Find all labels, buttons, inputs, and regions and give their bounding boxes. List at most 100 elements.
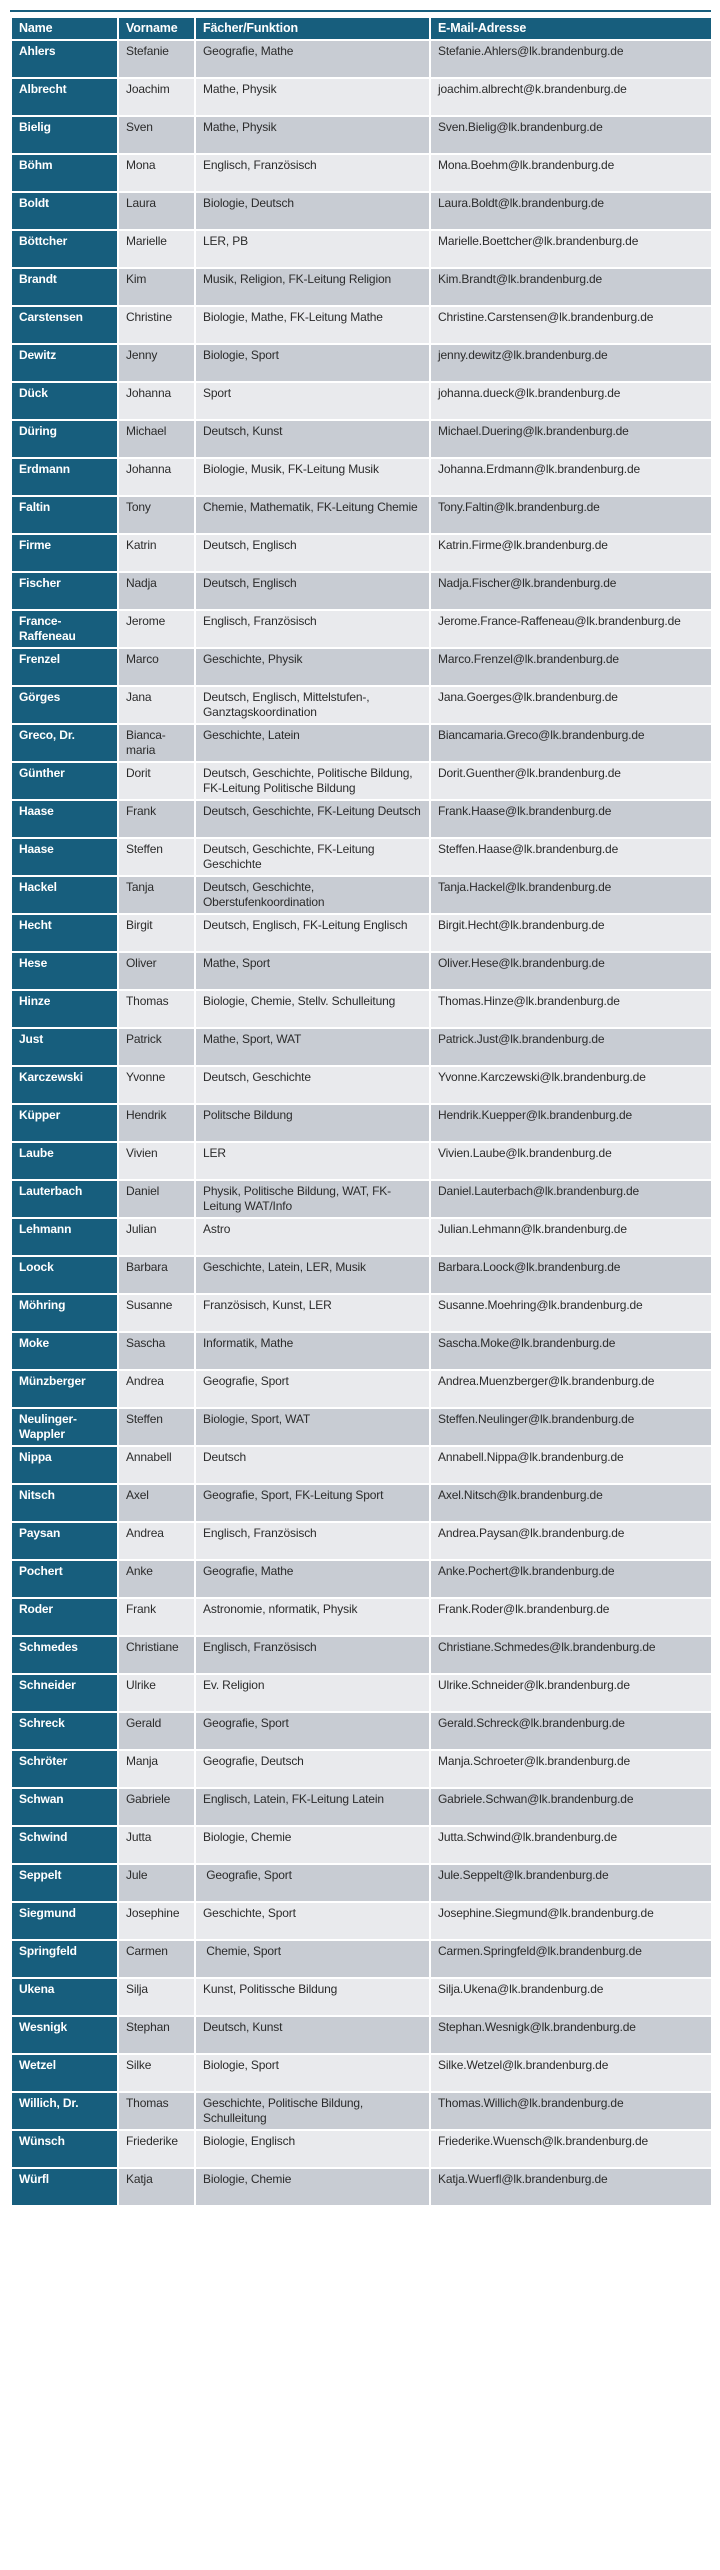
name-cell: Willich, Dr. — [10, 2091, 119, 2132]
subjects-function-cell: Deutsch, Geschichte, FK-Leitung Geschich… — [194, 837, 431, 878]
email-cell: Katja.Wuerfl@lk.brandenburg.de — [429, 2167, 713, 2208]
subjects-function-cell: Deutsch, Geschichte, Politische Bildung,… — [194, 761, 431, 802]
vorname-cell: Sven — [117, 115, 196, 156]
table-row: Wünsch Friederike Biologie, Englisch Friede… — [10, 2129, 713, 2170]
subjects-function-cell: Geografie, Mathe — [194, 1559, 431, 1600]
name-cell: Nitsch — [10, 1483, 119, 1524]
table-row: Haase Frank Deutsch, Geschichte, FK-Leitun… — [10, 799, 713, 840]
email-cell: Yvonne.Karczewski@lk.brandenburg.de — [429, 1065, 713, 1106]
vorname-cell: Jenny — [117, 343, 196, 384]
name-cell: Schneider — [10, 1673, 119, 1714]
vorname-cell: Vivien — [117, 1141, 196, 1182]
table-row: France-Raffeneau Jerome Englisch, Französi… — [10, 609, 713, 650]
table-row: Willich, Dr. Thomas Geschichte, Politische… — [10, 2091, 713, 2132]
table-row: Würfl Katja Biologie, Chemie Katja.Wuerfl@l… — [10, 2167, 713, 2208]
subjects-function-cell: Biologie, Chemie, Stellv. Schulleitung — [194, 989, 431, 1030]
subjects-function-cell: Deutsch, Englisch, FK-Leitung Englisch — [194, 913, 431, 954]
table-row: Günther Dorit Deutsch, Geschichte, Politis… — [10, 761, 713, 802]
name-cell: Faltin — [10, 495, 119, 536]
table-row: Ukena Silja Kunst, Politissche Bildung Silj… — [10, 1977, 713, 2018]
email-cell: Julian.Lehmann@lk.brandenburg.de — [429, 1217, 713, 1258]
subjects-function-cell: Deutsch, Englisch, Mittelstufen-, Ganzta… — [194, 685, 431, 726]
email-cell: Michael.Duering@lk.brandenburg.de — [429, 419, 713, 460]
email-cell: Andrea.Muenzberger@lk.brandenburg.de — [429, 1369, 713, 1410]
email-cell: Susanne.Moehring@lk.brandenburg.de — [429, 1293, 713, 1334]
name-cell: Haase — [10, 837, 119, 878]
subjects-function-cell: Französisch, Kunst, LER — [194, 1293, 431, 1334]
email-cell: Frank.Roder@lk.brandenburg.de — [429, 1597, 713, 1638]
table-row: Haase Steffen Deutsch, Geschichte, FK-Leit… — [10, 837, 713, 878]
subjects-function-cell: Astro — [194, 1217, 431, 1258]
vorname-cell: Joachim — [117, 77, 196, 118]
name-cell: Ukena — [10, 1977, 119, 2018]
email-cell: Patrick.Just@lk.brandenburg.de — [429, 1027, 713, 1068]
vorname-cell: Jana — [117, 685, 196, 726]
subjects-function-cell: Politsche Bildung — [194, 1103, 431, 1144]
email-cell: johanna.dueck@lk.brandenburg.de — [429, 381, 713, 422]
email-cell: Anke.Pochert@lk.brandenburg.de — [429, 1559, 713, 1600]
vorname-cell: Frank — [117, 1597, 196, 1638]
vorname-cell: Dorit — [117, 761, 196, 802]
email-cell: Tony.Faltin@lk.brandenburg.de — [429, 495, 713, 536]
vorname-cell: Katja — [117, 2167, 196, 2208]
subjects-function-cell: Geschichte, Latein, LER, Musik — [194, 1255, 431, 1296]
email-cell: joachim.albrecht@k.brandenburg.de — [429, 77, 713, 118]
email-cell: Gerald.Schreck@lk.brandenburg.de — [429, 1711, 713, 1752]
table-row: Hecht Birgit Deutsch, Englisch, FK-Leitung… — [10, 913, 713, 954]
subjects-function-cell: Ev. Religion — [194, 1673, 431, 1714]
table-row: Küpper Hendrik Politsche Bildung Hendrik.Ku… — [10, 1103, 713, 1144]
subjects-function-cell: Chemie, Sport — [194, 1939, 431, 1980]
name-cell: Seppelt — [10, 1863, 119, 1904]
vorname-cell: Yvonne — [117, 1065, 196, 1106]
subjects-function-cell: Physik, Politische Bildung, WAT, FK-Leit… — [194, 1179, 431, 1220]
vorname-cell: Barbara — [117, 1255, 196, 1296]
vorname-cell: Carmen — [117, 1939, 196, 1980]
vorname-cell: Thomas — [117, 2091, 196, 2132]
name-cell: Hackel — [10, 875, 119, 916]
subjects-function-cell: Biologie, Chemie — [194, 1825, 431, 1866]
vorname-cell: Michael — [117, 419, 196, 460]
table-row: Boldt Laura Biologie, Deutsch Laura.Boldt@l… — [10, 191, 713, 232]
name-cell: Greco, Dr. — [10, 723, 119, 764]
table-row: Schwan Gabriele Englisch, Latein, FK-Leitu… — [10, 1787, 713, 1828]
email-cell: Jutta.Schwind@lk.brandenburg.de — [429, 1825, 713, 1866]
vorname-cell: Manja — [117, 1749, 196, 1790]
email-cell: Sascha.Moke@lk.brandenburg.de — [429, 1331, 713, 1372]
subjects-function-cell: Mathe, Physik — [194, 115, 431, 156]
vorname-cell: Patrick — [117, 1027, 196, 1068]
subjects-function-cell: Englisch, Französisch — [194, 153, 431, 194]
email-cell: Oliver.Hese@lk.brandenburg.de — [429, 951, 713, 992]
table-row: Paysan Andrea Englisch, Französisch Andrea.… — [10, 1521, 713, 1562]
name-cell: Haase — [10, 799, 119, 840]
name-cell: Moke — [10, 1331, 119, 1372]
table-row: Moke Sascha Informatik, Mathe Sascha.Moke@l… — [10, 1331, 713, 1372]
subjects-function-cell: Biologie, Chemie — [194, 2167, 431, 2208]
table-row: Erdmann Johanna Biologie, Musik, FK-Leitun… — [10, 457, 713, 498]
table-row: Ahlers Stefanie Geografie, Mathe Stefanie.A… — [10, 39, 713, 80]
subjects-function-cell: LER — [194, 1141, 431, 1182]
name-cell: Düring — [10, 419, 119, 460]
subjects-function-cell: Geschichte, Politische Bildung, Schullei… — [194, 2091, 431, 2132]
vorname-cell: Steffen — [117, 1407, 196, 1448]
name-cell: Hese — [10, 951, 119, 992]
subjects-function-cell: Englisch, Französisch — [194, 609, 431, 650]
subjects-function-cell: Biologie, Englisch — [194, 2129, 431, 2170]
table-row: Albrecht Joachim Mathe, Physik joachim.albr… — [10, 77, 713, 118]
subjects-function-cell: Kunst, Politissche Bildung — [194, 1977, 431, 2018]
vorname-cell: Thomas — [117, 989, 196, 1030]
vorname-cell: Johanna — [117, 381, 196, 422]
email-cell: Marco.Frenzel@lk.brandenburg.de — [429, 647, 713, 688]
vorname-cell: Jutta — [117, 1825, 196, 1866]
vorname-cell: Andrea — [117, 1369, 196, 1410]
table-row: Dewitz Jenny Biologie, Sport jenny.dewitz@l… — [10, 343, 713, 384]
email-cell: Christine.Carstensen@lk.brandenburg.de — [429, 305, 713, 346]
table-row: Karczewski Yvonne Deutsch, Geschichte Yvonn… — [10, 1065, 713, 1106]
table-row: Bielig Sven Mathe, Physik Sven.Bielig@lk.br… — [10, 115, 713, 156]
subjects-function-cell: Biologie, Deutsch — [194, 191, 431, 232]
vorname-cell: Bianca-maria — [117, 723, 196, 764]
name-cell: France-Raffeneau — [10, 609, 119, 650]
email-cell: Stephan.Wesnigk@lk.brandenburg.de — [429, 2015, 713, 2056]
vorname-cell: Frank — [117, 799, 196, 840]
vorname-cell: Katrin — [117, 533, 196, 574]
vorname-cell: Laura — [117, 191, 196, 232]
